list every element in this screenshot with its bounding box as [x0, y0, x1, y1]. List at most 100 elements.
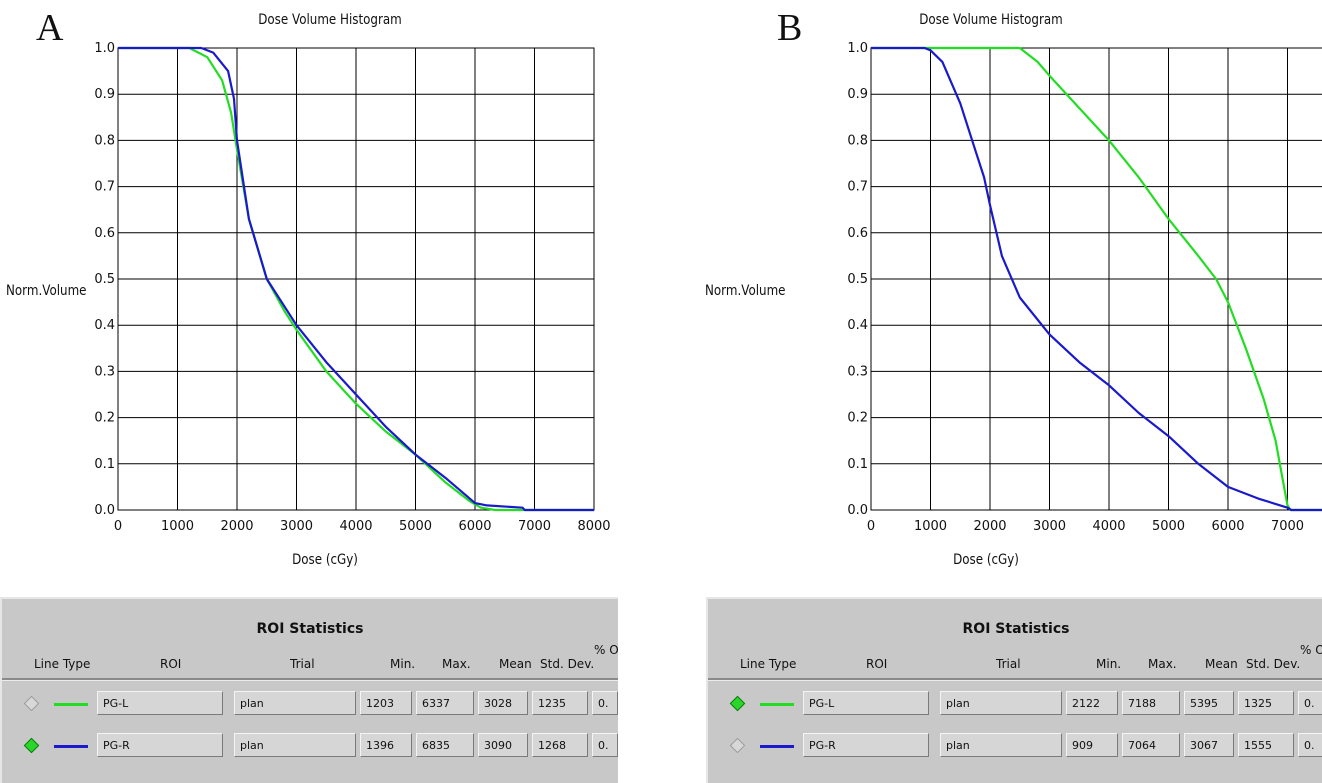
- roi-name-cell: PG-L: [803, 691, 929, 715]
- roi-name-cell: PG-L: [97, 691, 223, 715]
- y-tick-label: 0.8: [94, 133, 115, 148]
- header-mean: Mean: [499, 657, 532, 671]
- y-axis-label: Norm.Volume: [705, 283, 786, 299]
- percent-cell: 0.: [592, 733, 618, 757]
- x-tick-label: 5000: [1152, 519, 1185, 534]
- y-tick-label: 0.5: [94, 272, 115, 287]
- series-line-1: [871, 46, 1322, 512]
- x-tick-label: 7000: [1271, 519, 1304, 534]
- y-tick-label: 0.9: [94, 87, 115, 102]
- std-dev-cell: 1268: [532, 733, 588, 757]
- y-tick-label: 0.3: [847, 364, 868, 379]
- divider: [2, 678, 618, 680]
- roi-statistics-title: ROI Statistics: [256, 621, 364, 637]
- y-tick-label: 0.6: [847, 226, 868, 241]
- max-cell: 6337: [416, 691, 474, 715]
- std-dev-cell: 1325: [1238, 691, 1294, 715]
- panel-letter: A: [36, 7, 64, 49]
- row-select-toggle[interactable]: [23, 737, 40, 754]
- header-trial: Trial: [996, 657, 1021, 671]
- y-tick-label: 0.4: [94, 318, 115, 333]
- header-line-type: Line Type: [34, 657, 91, 671]
- trial-cell: plan: [234, 733, 356, 757]
- x-tick-label: 0: [114, 519, 122, 534]
- divider: [708, 680, 1322, 681]
- divider: [708, 678, 1322, 680]
- y-tick-label: 1.0: [847, 41, 868, 56]
- header-roi: ROI: [160, 657, 182, 671]
- x-tick-label: 6000: [458, 519, 491, 534]
- min-cell: 1396: [360, 733, 412, 757]
- x-tick-label: 0: [867, 519, 875, 534]
- header-trial: Trial: [290, 657, 315, 671]
- row-select-toggle[interactable]: [729, 737, 746, 754]
- header-std-dev: Std. Dev.: [1246, 657, 1301, 671]
- y-tick-label: 0.4: [847, 318, 868, 333]
- x-tick-label: 8000: [577, 519, 610, 534]
- x-axis-label: Dose (cGy): [953, 552, 1019, 568]
- y-tick-label: 1.0: [94, 41, 115, 56]
- roi-row: PG-L plan 1203 6337 3028 1235 0.: [2, 687, 618, 721]
- x-tick-label: 6000: [1211, 519, 1244, 534]
- row-select-toggle[interactable]: [23, 695, 40, 712]
- y-tick-label: 0.7: [94, 180, 115, 195]
- trial-cell: plan: [234, 691, 356, 715]
- line-type-swatch: [54, 703, 88, 706]
- std-dev-cell: 1555: [1238, 733, 1294, 757]
- max-cell: 7064: [1122, 733, 1180, 757]
- roi-name-cell: PG-R: [803, 733, 929, 757]
- x-tick-label: 5000: [399, 519, 432, 534]
- y-tick-label: 0.5: [847, 272, 868, 287]
- percent-cell: 0.: [1298, 733, 1322, 757]
- panel-a: A Dose Volume Histogram Norm.Volume Dose…: [0, 0, 661, 783]
- y-tick-label: 0.0: [847, 503, 868, 518]
- line-type-swatch: [760, 703, 794, 706]
- header-max: Max.: [1148, 657, 1177, 671]
- x-tick-label: 1000: [914, 519, 947, 534]
- y-tick-label: 0.0: [94, 503, 115, 518]
- x-tick-label: 4000: [1092, 519, 1125, 534]
- y-tick-label: 0.6: [94, 226, 115, 241]
- line-type-swatch: [54, 745, 88, 748]
- min-cell: 1203: [360, 691, 412, 715]
- series-line-0: [871, 46, 1322, 512]
- y-tick-label: 0.1: [847, 457, 868, 472]
- roi-statistics-panel: ROI Statistics Line Type ROI Trial Min. …: [706, 597, 1322, 783]
- roi-statistics-panel: ROI Statistics Line Type ROI Trial Min. …: [0, 597, 618, 783]
- x-tick-label: 7000: [518, 519, 551, 534]
- mean-cell: 5395: [1184, 691, 1234, 715]
- y-tick-label: 0.2: [94, 411, 115, 426]
- roi-row: PG-R plan 1396 6835 3090 1268 0.: [2, 729, 618, 763]
- chart-title: Dose Volume Histogram: [258, 12, 402, 28]
- dvh-chart: 0100020003000400050006000700080000.00.10…: [847, 41, 1322, 534]
- series-line-0: [118, 46, 594, 512]
- roi-row: PG-L plan 2122 7188 5395 1325 0.: [708, 687, 1322, 721]
- y-tick-label: 0.9: [847, 87, 868, 102]
- header-max: Max.: [442, 657, 471, 671]
- header-min: Min.: [390, 657, 416, 671]
- x-tick-label: 4000: [339, 519, 372, 534]
- roi-name-cell: PG-R: [97, 733, 223, 757]
- y-tick-label: 0.3: [94, 364, 115, 379]
- trial-cell: plan: [940, 691, 1062, 715]
- x-tick-label: 1000: [161, 519, 194, 534]
- row-select-toggle[interactable]: [729, 695, 746, 712]
- panel-b: B Dose Volume Histogram Norm.Volume Dose…: [661, 0, 1322, 783]
- max-cell: 6835: [416, 733, 474, 757]
- x-tick-label: 2000: [220, 519, 253, 534]
- panel-letter: B: [777, 7, 803, 49]
- y-axis-label: Norm.Volume: [6, 283, 87, 299]
- x-tick-label: 3000: [280, 519, 313, 534]
- trial-cell: plan: [940, 733, 1062, 757]
- y-tick-label: 0.7: [847, 180, 868, 195]
- header-percent: % O: [1300, 643, 1322, 657]
- y-tick-label: 0.8: [847, 133, 868, 148]
- max-cell: 7188: [1122, 691, 1180, 715]
- min-cell: 2122: [1066, 691, 1118, 715]
- header-mean: Mean: [1205, 657, 1238, 671]
- series-line-1: [118, 46, 594, 512]
- percent-cell: 0.: [592, 691, 618, 715]
- chart-title: Dose Volume Histogram: [919, 12, 1063, 28]
- x-axis-label: Dose (cGy): [292, 552, 358, 568]
